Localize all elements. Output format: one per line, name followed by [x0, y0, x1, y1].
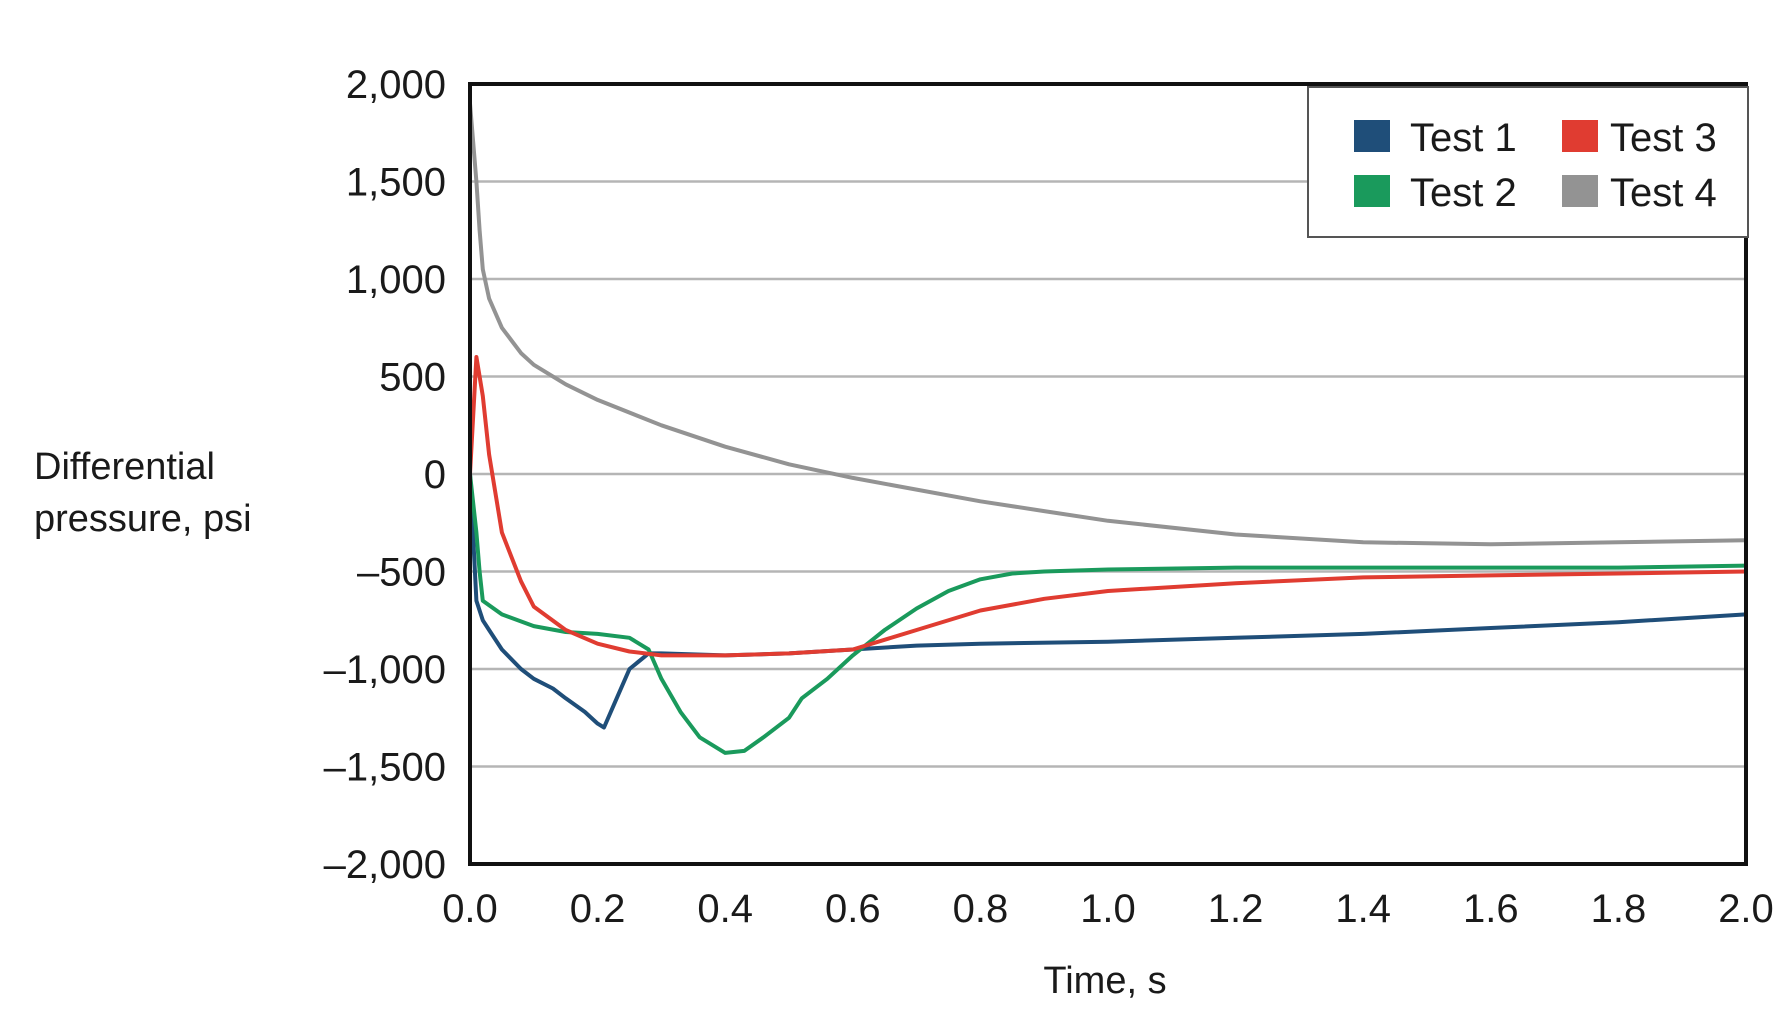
legend-swatch-test-3 — [1562, 120, 1598, 152]
legend-swatch-test-4 — [1562, 175, 1598, 207]
x-axis-ticks: 0.0 0.2 0.4 0.6 0.8 1.0 1.2 1.4 1.6 1.8 2.0 — [442, 887, 1774, 931]
y-axis-title-line-2: pressure, psi — [34, 498, 252, 540]
legend-box — [1307, 86, 1749, 238]
legend-label-test-1: Test 1 — [1410, 116, 1517, 160]
legend-label-test-3: Test 3 — [1610, 116, 1717, 160]
x-tick-label: 1.4 — [1335, 887, 1391, 931]
y-tick-label: –1,000 — [324, 648, 446, 692]
series-line-test-1 — [468, 472, 1748, 730]
y-tick-label: –500 — [357, 551, 446, 595]
series-line-test-4 — [468, 101, 1748, 547]
y-tick-label: 1,500 — [346, 161, 446, 205]
y-tick-label: 500 — [379, 356, 446, 400]
x-tick-label: 0.6 — [825, 887, 881, 931]
x-tick-label: 0.2 — [570, 887, 626, 931]
x-tick-label: 2.0 — [1718, 887, 1774, 931]
legend-swatch-test-1 — [1354, 120, 1390, 152]
y-tick-label: –1,500 — [324, 746, 446, 790]
x-tick-label: 1.8 — [1591, 887, 1647, 931]
x-tick-label: 0.0 — [442, 887, 498, 931]
y-tick-label: –2,000 — [324, 843, 446, 887]
legend-label-test-2: Test 2 — [1410, 171, 1517, 215]
x-tick-label: 0.8 — [953, 887, 1009, 931]
x-tick-label: 1.0 — [1080, 887, 1136, 931]
series-line-test-3 — [468, 355, 1748, 658]
x-tick-label: 0.4 — [697, 887, 753, 931]
series-line-test-2 — [468, 472, 1748, 755]
legend-label-test-4: Test 4 — [1610, 171, 1717, 215]
legend: Test 1 Test 2 Test 3 Test 4 — [1307, 86, 1749, 238]
plot-frame — [468, 82, 1748, 866]
x-axis-title: Time, s — [1043, 960, 1166, 1002]
y-axis-title-line-1: Differential — [34, 446, 215, 488]
y-tick-label: 0 — [424, 453, 446, 497]
x-tick-label: 1.6 — [1463, 887, 1519, 931]
series-layer — [468, 101, 1748, 755]
y-axis-ticks: 2,000 1,500 1,000 500 0 –500 –1,000 –1,500 –2,00… — [324, 63, 446, 887]
legend-swatch-test-2 — [1354, 175, 1390, 207]
x-tick-label: 1.2 — [1208, 887, 1264, 931]
y-tick-label: 2,000 — [346, 63, 446, 107]
y-tick-label: 1,000 — [346, 258, 446, 302]
